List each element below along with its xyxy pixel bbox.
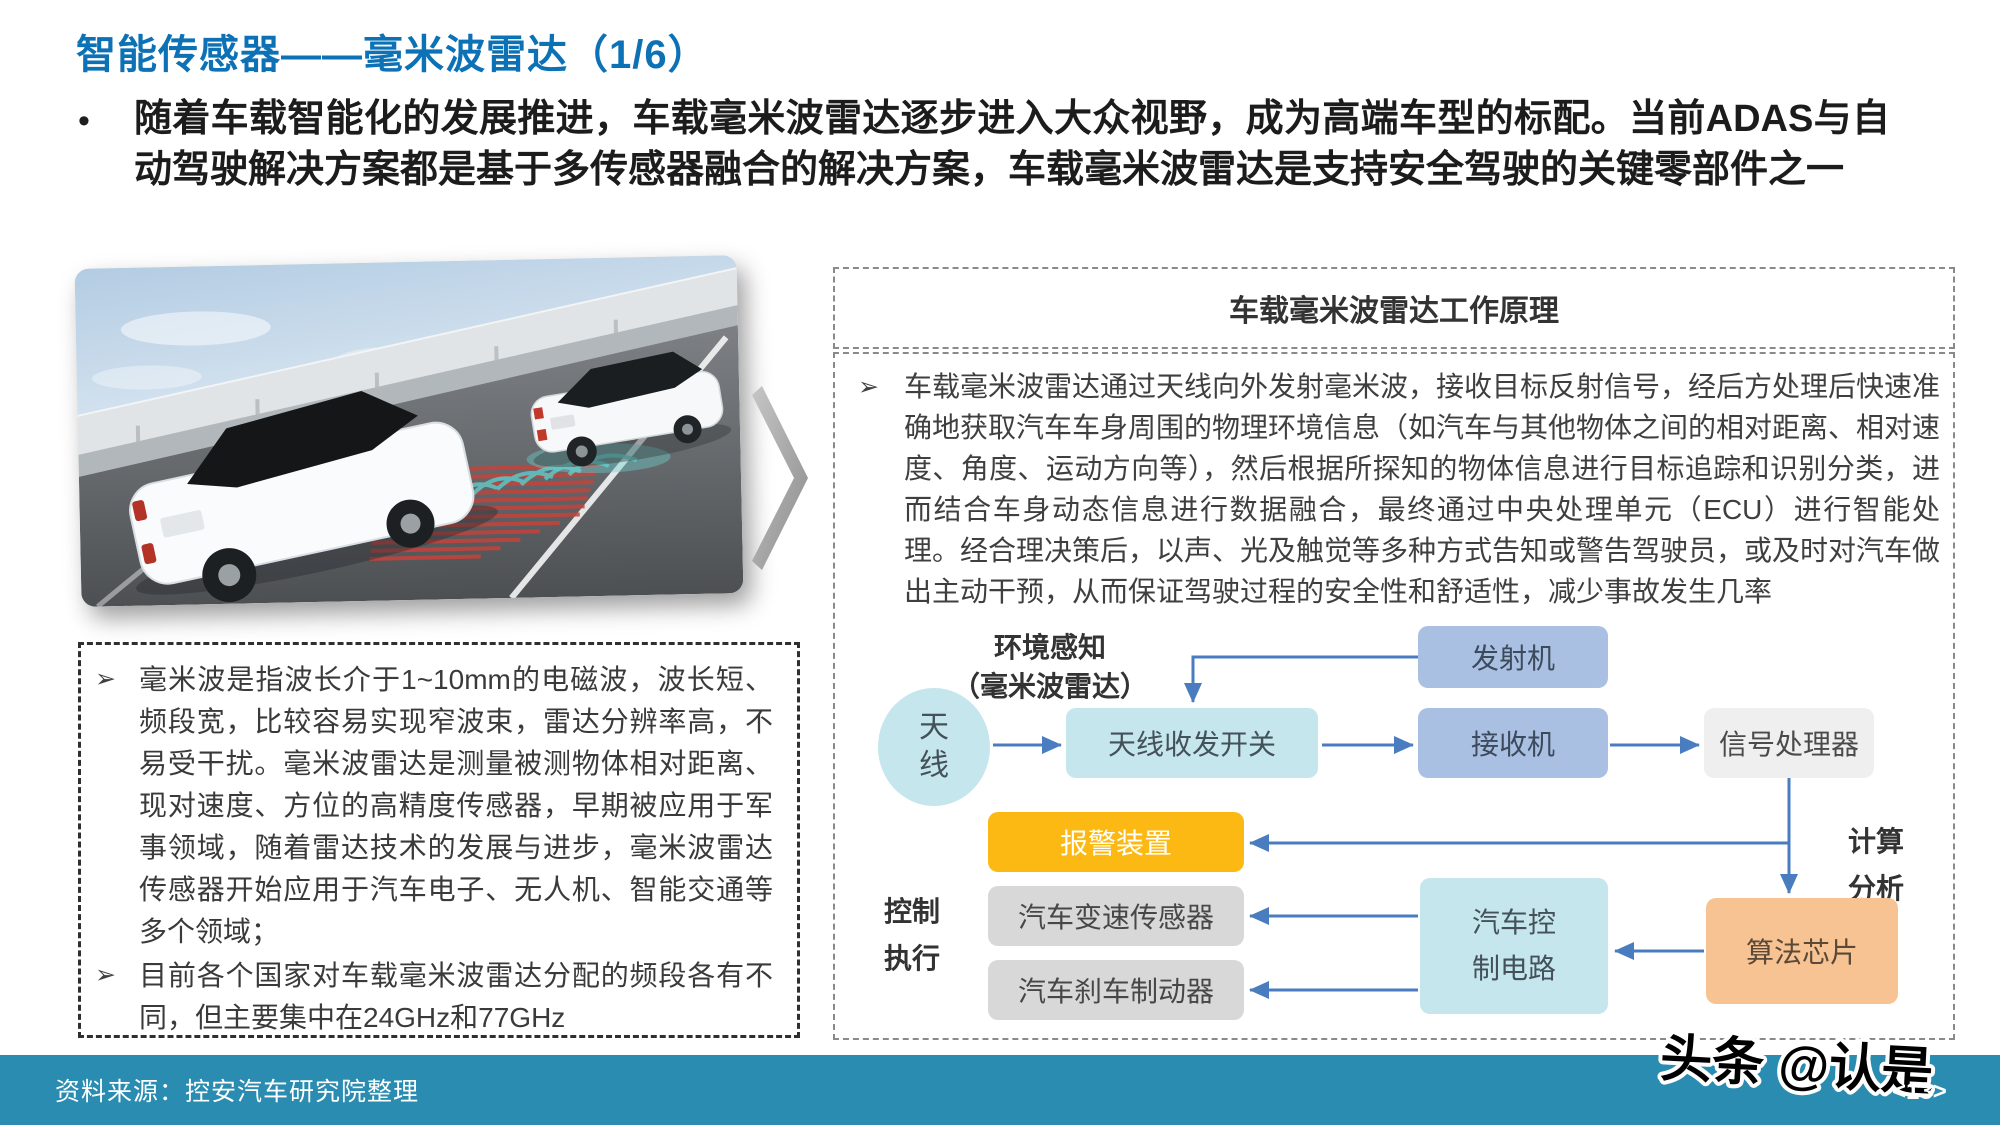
node-antenna-line2: 线 <box>919 749 949 782</box>
perception-label: 环境感知 （毫米波雷达） <box>900 628 1200 706</box>
adas-photo <box>74 255 744 607</box>
right-panel-description: 车载毫米波雷达通过天线向外发射毫米波，接收目标反射信号，经后方处理后快速准确地获… <box>904 371 1941 607</box>
node-antenna: 天 线 <box>878 688 990 806</box>
compute-label-line1: 计算 <box>1848 826 1905 857</box>
left-info-box: ➢ 毫米波是指波长介于1~10mm的电磁波，波长短、频段宽，比较容易实现窄波束，… <box>78 642 800 1038</box>
control-label-line2: 执行 <box>884 943 941 974</box>
right-panel-title: 车载毫米波雷达工作原理 <box>1229 295 1559 328</box>
left-bullet-1: 毫米波是指波长介于1~10mm的电磁波，波长短、频段宽，比较容易实现窄波束，雷达… <box>139 664 773 947</box>
chevron-right-icon <box>752 386 808 570</box>
source-text: 资料来源：控安汽车研究院整理 <box>55 1078 420 1106</box>
control-label: 控制 执行 <box>884 888 940 982</box>
node-signal-processor: 信号处理器 <box>1704 708 1874 778</box>
node-control-circuit: 汽车控 制电路 <box>1420 878 1608 1014</box>
node-brake-actuator: 汽车刹车制动器 <box>988 960 1244 1020</box>
watermark: 头条 @认是 <box>1655 1026 1939 1106</box>
bullet-dot-icon: • <box>78 102 90 140</box>
node-control-circuit-line2: 制电路 <box>1471 953 1556 984</box>
intro-text: 随着车载智能化的发展推进，车载毫米波雷达逐步进入大众视野，成为高端车型的标配。当… <box>134 98 1890 191</box>
list-item: ➢ 目前各个国家对车载毫米波雷达分配的频段各有不同，但主要集中在24GHz和77… <box>95 955 773 1039</box>
page-number: <13> <box>1892 1078 1947 1105</box>
node-antenna-switch: 天线收发开关 <box>1066 708 1318 778</box>
right-panel-description-block: ➢ 车载毫米波雷达通过天线向外发射毫米波，接收目标反射信号，经后方处理后快速准确… <box>858 366 1940 612</box>
adas-photo-art <box>74 255 744 607</box>
ego-car <box>129 391 498 603</box>
arrow-bullet-icon: ➢ <box>95 665 116 693</box>
footer-bar: 资料来源：控安汽车研究院整理 <box>0 1055 2000 1125</box>
node-algorithm-chip: 算法芯片 <box>1706 898 1898 1004</box>
right-panel-title-box: 车载毫米波雷达工作原理 <box>833 267 1955 349</box>
left-bullet-2: 目前各个国家对车载毫米波雷达分配的频段各有不同，但主要集中在24GHz和77GH… <box>139 960 773 1033</box>
perception-label-line2: （毫米波雷达） <box>951 671 1148 702</box>
arrow-bullet-icon: ➢ <box>95 961 116 989</box>
node-transmitter: 发射机 <box>1418 626 1608 688</box>
node-antenna-line1: 天 <box>919 711 949 744</box>
node-control-circuit-line1: 汽车控 <box>1471 907 1556 938</box>
control-label-line1: 控制 <box>884 896 941 927</box>
list-item: ➢ 毫米波是指波长介于1~10mm的电磁波，波长短、频段宽，比较容易实现窄波束，… <box>95 659 773 953</box>
lead-car <box>530 351 732 468</box>
intro-bullet-block: • 随着车载智能化的发展推进，车载毫米波雷达逐步进入大众视野，成为高端车型的标配… <box>78 94 1890 196</box>
node-speed-sensor: 汽车变速传感器 <box>988 886 1244 946</box>
node-alarm: 报警装置 <box>988 812 1244 872</box>
perception-label-line1: 环境感知 <box>993 632 1106 663</box>
arrow-bullet-icon: ➢ <box>858 373 879 401</box>
node-receiver: 接收机 <box>1418 708 1608 778</box>
page-title: 智能传感器——毫米波雷达（1/6） <box>76 33 709 77</box>
